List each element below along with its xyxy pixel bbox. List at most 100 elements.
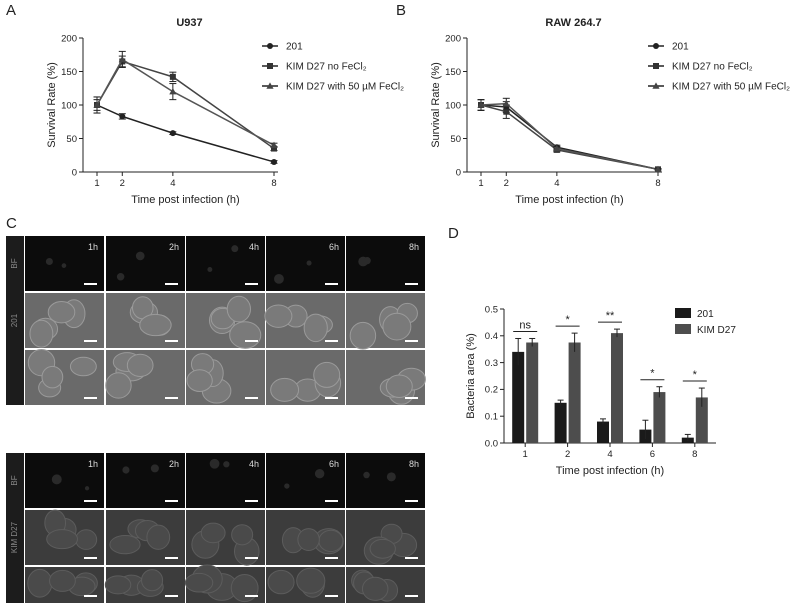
significance-label: * [693,369,698,381]
micrograph-tile [346,453,425,508]
group-side-bar [6,236,24,405]
y-tick-label: 0.5 [485,304,498,315]
x-tick-label: 1 [523,449,528,460]
legend-swatch [675,324,691,334]
series-line-2 [96,60,275,150]
cell-shape [361,576,389,601]
signal-spot [122,466,130,474]
significance-label: * [650,368,655,380]
legend-label: KIM D27 no FeCl₂ [286,62,367,73]
timepoint-label: 8h [409,459,419,469]
legend-label: KIM D27 no FeCl₂ [672,62,753,73]
y-tick-label: 100 [61,100,77,111]
significance-label: * [565,314,570,326]
scale-bar [405,397,418,399]
panel-label-a: A [6,2,16,19]
bar-kim-d27 [653,392,666,443]
cell-shape [41,365,64,389]
cell-shape [46,529,78,550]
legend-label: KIM D27 with 50 µM FeCl₂ [286,82,404,93]
cell-shape [270,377,300,402]
signal-spot [363,471,370,479]
scale-bar [84,283,97,285]
data-point [93,101,101,108]
series-line-3 [480,102,659,171]
scale-bar [325,340,338,342]
signal-spot [231,245,239,253]
data-point [169,130,176,137]
panel-label-d: D [448,225,459,242]
micrograph-tile [106,453,185,508]
cell-shape [109,534,141,555]
data-point [169,73,176,80]
data-point [477,101,485,108]
x-tick-label: 4 [554,178,559,189]
row-label: KIM D27 [10,521,19,553]
signal-spot [45,257,53,266]
scale-bar [165,340,178,342]
x-tick-label: 2 [504,178,509,189]
y-tick-label: 0 [72,167,77,178]
signal-spot [51,474,62,485]
group-side-bar [6,453,24,603]
data-point [503,108,510,115]
cell-shape [29,319,54,348]
y-tick-label: 0.0 [485,438,498,449]
cell-shape [267,569,295,595]
bar-kim-d27 [611,333,623,443]
scale-bar [245,283,258,285]
signal-spot [274,273,284,284]
scale-bar [405,595,418,597]
micrograph-tile [106,236,185,291]
scale-bar [245,500,258,502]
scale-bar [165,557,178,559]
scale-bar [245,340,258,342]
chart-title: RAW 264.7 [545,17,601,29]
chart-d-bacteria-area: 0.0 0.1 0.2 0.3 0.4 0.5 1 ns 2 * 4 ** 6 * 8 * Time post … [465,304,736,477]
y-tick-label: 200 [61,33,77,44]
signal-spot [61,263,67,268]
cell-shape [49,569,76,592]
bar-kim-d27 [695,397,708,443]
scale-bar [325,397,338,399]
y-tick-label: 0 [456,167,461,178]
cell-shape [382,312,412,341]
legend-marker [267,63,273,69]
legend-label: KIM D27 [697,325,736,336]
cell-shape [126,353,154,377]
cell-shape [231,524,254,546]
data-point [654,165,662,173]
timepoint-label: 1h [88,459,98,469]
cell-shape [349,321,377,350]
cell-shape [296,567,326,594]
scale-bar [405,283,418,285]
micrograph-panel: 1h 2h 4h 6h 8h BF 201 1h 2h 4h 6h 8h BF KIM D27 [6,236,426,603]
data-point [271,158,277,165]
cell-shape [104,575,132,595]
x-tick-label: 2 [565,449,570,460]
series-line-3 [96,58,275,146]
signal-spot [116,272,125,281]
series-line-1 [96,104,275,163]
scale-bar [165,595,178,597]
row-label: BF [10,475,19,485]
chart-title: U937 [176,17,202,29]
x-tick-label: 8 [692,449,697,460]
signal-spot [207,267,213,272]
cell-shape [297,528,320,552]
x-tick-label: 6 [650,449,655,460]
legend-label: 201 [286,42,303,53]
x-tick-label: 8 [655,178,660,189]
row-label: 201 [10,313,19,327]
data-point [270,141,278,148]
data-point [118,55,126,63]
significance-label: ** [606,310,615,322]
x-tick-label: 1 [478,178,483,189]
legend-label: 201 [672,42,689,53]
micrograph-tile [266,453,345,508]
cell-shape [47,301,76,324]
timepoint-label: 4h [249,459,259,469]
cell-shape [229,321,262,349]
scale-bar [325,500,338,502]
